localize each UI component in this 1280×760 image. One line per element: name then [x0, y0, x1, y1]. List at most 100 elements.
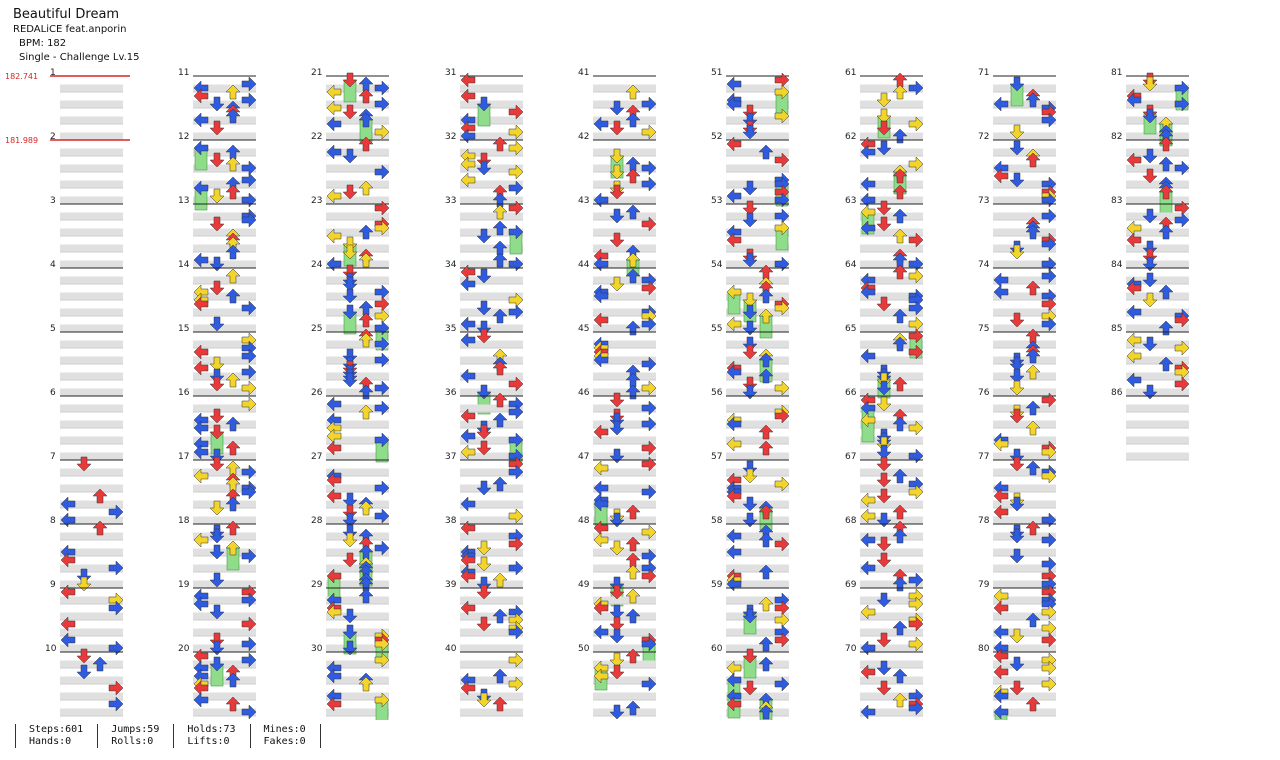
arrow-note-left — [860, 144, 876, 160]
arrow-note-left — [593, 288, 609, 304]
arrow-note-down — [742, 384, 758, 400]
measure-number: 12 — [178, 132, 189, 142]
measure-84: 84 — [1111, 260, 1190, 336]
arrow-note-right — [241, 92, 257, 108]
measure-27: 27 — [311, 452, 390, 528]
arrow-note-down — [742, 680, 758, 696]
beat-band — [593, 228, 656, 237]
measure-number: 44 — [578, 260, 590, 270]
arrow-note-down — [609, 448, 625, 464]
beat-band — [726, 196, 789, 205]
beat-band — [993, 500, 1056, 509]
arrow-note-up — [1025, 400, 1041, 416]
arrow-note-right — [374, 124, 390, 140]
beat-band — [460, 100, 523, 109]
measure-26: 26 — [311, 388, 390, 463]
arrow-note-up — [225, 440, 241, 456]
measure-18: 18 — [178, 516, 257, 589]
measure-number: 33 — [445, 196, 456, 206]
arrow-note-left — [993, 168, 1009, 184]
arrow-note-down — [342, 288, 358, 304]
measure-74: 74 — [978, 260, 1057, 333]
beat-band — [326, 660, 389, 669]
arrow-note-right — [908, 572, 924, 588]
arrow-note-right — [241, 172, 257, 188]
arrow-note-up — [358, 112, 374, 128]
arrow-note-left — [726, 416, 742, 432]
arrow-note-right — [241, 548, 257, 564]
arrow-note-down — [476, 584, 492, 600]
fakes-count: Fakes:0 — [263, 736, 306, 747]
arrow-note-right — [508, 304, 524, 320]
beat-band — [860, 244, 923, 253]
measure-number: 27 — [311, 452, 322, 462]
arrow-note-right — [641, 484, 657, 500]
beat-band — [593, 180, 656, 189]
arrow-note-left — [60, 616, 76, 632]
arrow-note-down — [209, 188, 225, 204]
beat-band — [326, 436, 389, 445]
arrow-note-right — [508, 200, 524, 216]
arrow-note-down — [1009, 312, 1025, 328]
measure-number: 68 — [845, 516, 857, 526]
arrow-note-up — [892, 416, 908, 432]
measure-number: 81 — [1111, 68, 1122, 78]
measure-53: 53 — [711, 196, 790, 272]
measure-41: 41 — [578, 68, 657, 141]
lifts-count: Lifts:0 — [187, 736, 230, 747]
arrow-note-left — [993, 96, 1009, 112]
measure-46: 46 — [578, 388, 657, 464]
beat-band — [860, 324, 923, 333]
beat-band — [193, 644, 256, 653]
beat-band — [326, 116, 389, 125]
measure-8: 8 — [50, 516, 124, 592]
arrow-note-right — [1174, 80, 1190, 96]
beat-band — [193, 260, 256, 269]
arrow-note-up — [625, 204, 641, 220]
arrow-note-right — [1174, 376, 1190, 392]
beat-band — [726, 404, 789, 413]
arrow-note-up — [358, 136, 374, 152]
arrow-note-up — [1025, 420, 1041, 436]
beat-band — [460, 212, 523, 221]
beat-band — [593, 676, 656, 685]
arrow-note-down — [342, 504, 358, 520]
beat-band — [60, 516, 123, 525]
arrow-note-up — [225, 540, 241, 556]
beat-band — [460, 420, 523, 429]
beat-band — [993, 612, 1056, 621]
beat-band — [1126, 388, 1189, 397]
beat-band — [993, 228, 1056, 237]
arrow-note-up — [1158, 284, 1174, 300]
arrow-note-left — [326, 100, 342, 116]
beat-band — [326, 340, 389, 349]
beat-band — [593, 132, 656, 141]
arrow-note-right — [241, 348, 257, 364]
measure-12: 12 — [178, 132, 257, 211]
beat-band — [993, 564, 1056, 573]
arrow-note-right — [241, 592, 257, 608]
beat-band — [460, 84, 523, 93]
beat-band — [726, 340, 789, 349]
arrow-note-right — [774, 220, 790, 236]
arrow-note-down — [476, 424, 492, 440]
measure-52: 52 — [711, 132, 790, 208]
arrow-note-left — [726, 316, 742, 332]
arrow-note-left — [460, 156, 476, 172]
arrow-note-left — [60, 512, 76, 528]
measure-number: 60 — [711, 644, 723, 654]
arrow-note-up — [892, 620, 908, 636]
beat-band — [1126, 148, 1189, 157]
beat-band — [193, 628, 256, 637]
arrow-note-right — [641, 356, 657, 372]
beat-band — [460, 340, 523, 349]
arrow-note-right — [241, 484, 257, 500]
song-bpm: BPM: 182 — [19, 38, 67, 49]
arrow-note-right — [508, 464, 524, 480]
measure-61: 61 — [845, 68, 924, 144]
measure-6: 6 — [50, 388, 123, 461]
arrow-note-down — [609, 276, 625, 292]
measure-number: 40 — [445, 644, 457, 654]
arrow-note-left — [860, 284, 876, 300]
arrow-note-down — [1009, 656, 1025, 672]
